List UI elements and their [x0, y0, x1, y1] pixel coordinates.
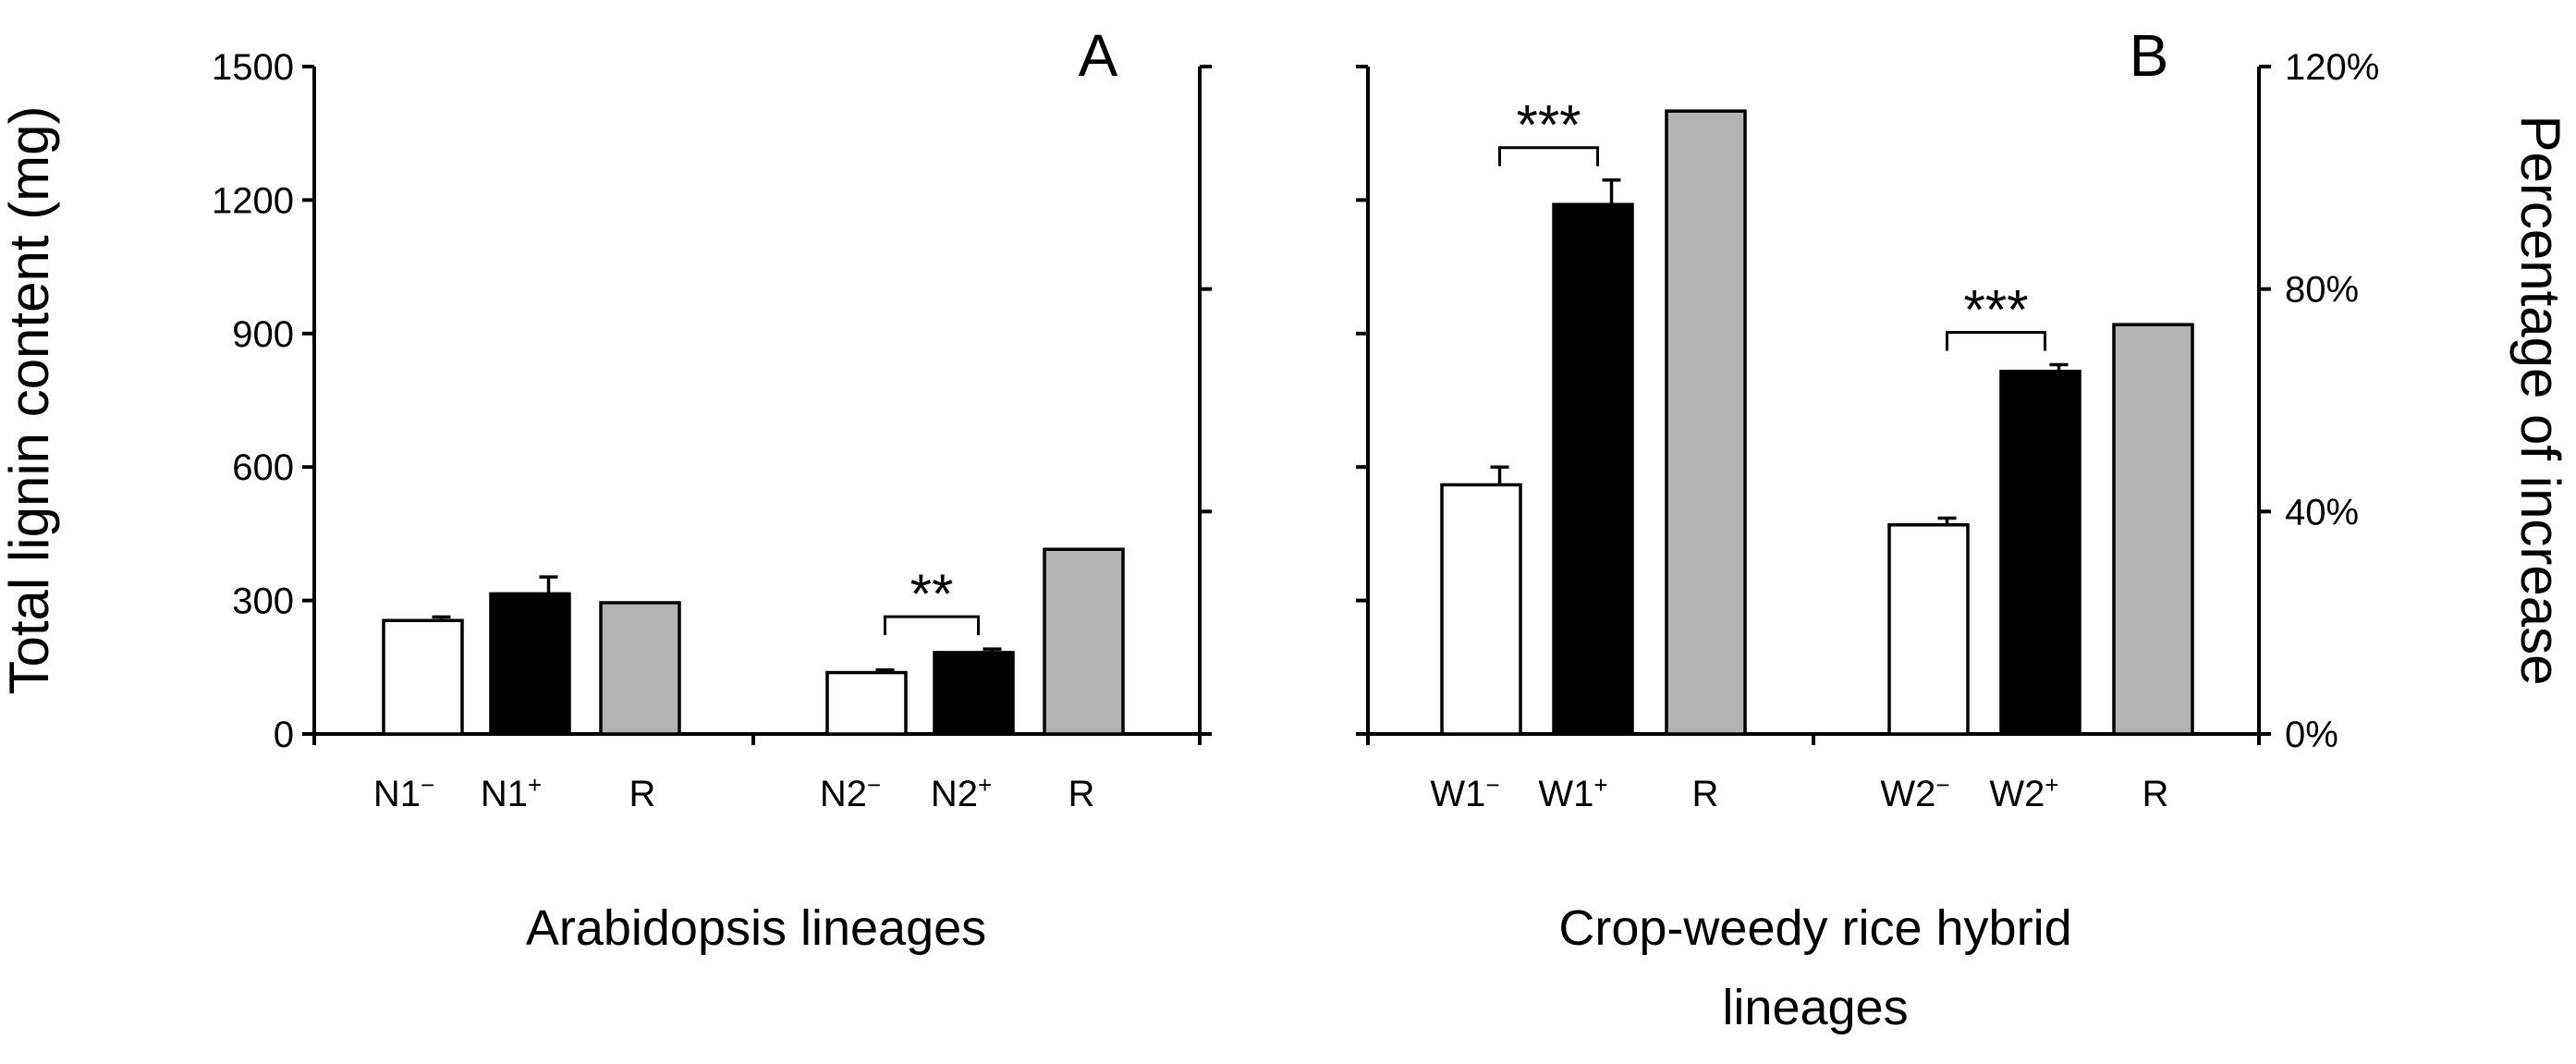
y-axis-title-right: Percentage of increase: [2509, 115, 2571, 685]
category-superscript: +: [2045, 771, 2058, 799]
category-label-B-g1-b0: W2−: [1880, 771, 1949, 814]
category-superscript: +: [1593, 771, 1607, 799]
category-name: R: [629, 774, 656, 814]
significance-bracket-B-g1: [1946, 330, 2046, 351]
category-label-A-g1-b1: N2+: [931, 771, 992, 814]
bar-A-g1-b1: [933, 651, 1015, 736]
category-label-B-g0-b1: W1+: [1538, 771, 1607, 814]
bar-B-g1-b1: [1999, 369, 2082, 736]
significance-bracket-B-g0: [1498, 146, 1599, 166]
significance-label-A-g1: **: [910, 563, 954, 625]
category-label-B-g0-b2: R: [1692, 774, 1719, 814]
category-name: R: [1068, 774, 1095, 814]
bar-B-g0-b0: [1440, 483, 1522, 736]
significance-label-B-g0: ***: [1516, 94, 1581, 156]
category-name: R: [2143, 774, 2169, 814]
category-label-A-g1-b0: N2−: [820, 771, 881, 814]
category-superscript: +: [978, 771, 992, 799]
category-name: W1: [1430, 774, 1485, 814]
bar-A-g1-b0: [825, 670, 908, 736]
y-tick-label-A-0: 0: [274, 715, 294, 755]
bar-B-g1-b0: [1887, 523, 1970, 736]
category-superscript: −: [1485, 771, 1499, 799]
panel-letter-B: B: [2130, 22, 2169, 89]
y-tick-label-A-1: 300: [232, 581, 294, 622]
category-name: N2: [931, 774, 978, 814]
category-name: W2: [1880, 774, 1935, 814]
bar-B-g0-b2: [1665, 109, 1747, 736]
significance-label-B-g1: ***: [1963, 278, 2028, 340]
category-superscript: +: [528, 771, 542, 799]
category-name: N1: [373, 774, 421, 814]
y-tick-label-A-3: 900: [232, 314, 294, 355]
panel-letter-A: A: [1079, 22, 1118, 89]
category-name: W1: [1538, 774, 1593, 814]
y-tick-label-A-4: 1200: [212, 180, 294, 221]
y-tick-right-label-B-1: 40%: [2285, 492, 2359, 532]
bar-A-g0-b0: [382, 618, 464, 736]
category-label-A-g0-b1: N1+: [481, 771, 542, 814]
x-axis-title-B: Crop-weedy rice hybrid lineages: [1558, 900, 2071, 1035]
category-name: W2: [1989, 774, 2045, 814]
x-axis-title-A: Arabidopsis lineages: [526, 900, 986, 956]
bar-A-g1-b2: [1043, 547, 1125, 736]
y-tick-right-label-B-2: 80%: [2285, 270, 2359, 311]
category-superscript: −: [1935, 771, 1949, 799]
category-name: N2: [820, 774, 867, 814]
category-label-A-g0-b2: R: [629, 774, 656, 814]
bar-A-g0-b1: [489, 592, 571, 736]
y-axis-title-left: Total lignin content (mg): [0, 106, 60, 695]
category-label-B-g1-b2: R: [2143, 774, 2169, 814]
y-tick-right-label-B-3: 120%: [2285, 47, 2379, 88]
category-label-B-g0-b0: W1−: [1430, 771, 1499, 814]
category-superscript: −: [867, 771, 881, 799]
significance-bracket-A-g1: [884, 615, 980, 636]
category-label-B-g1-b1: W2+: [1989, 771, 2058, 814]
category-name: R: [1692, 774, 1719, 814]
category-label-A-g0-b0: N1−: [373, 771, 434, 814]
y-tick-right-label-B-0: 0%: [2285, 715, 2338, 755]
bar-A-g0-b2: [599, 601, 681, 736]
category-superscript: −: [421, 771, 434, 799]
bar-B-g1-b2: [2112, 323, 2194, 736]
bar-B-g0-b1: [1552, 202, 1634, 736]
y-tick-label-A-2: 600: [232, 447, 294, 488]
category-name: N1: [481, 774, 528, 814]
category-label-A-g1-b2: R: [1068, 774, 1095, 814]
y-tick-label-A-5: 1500: [212, 47, 294, 88]
